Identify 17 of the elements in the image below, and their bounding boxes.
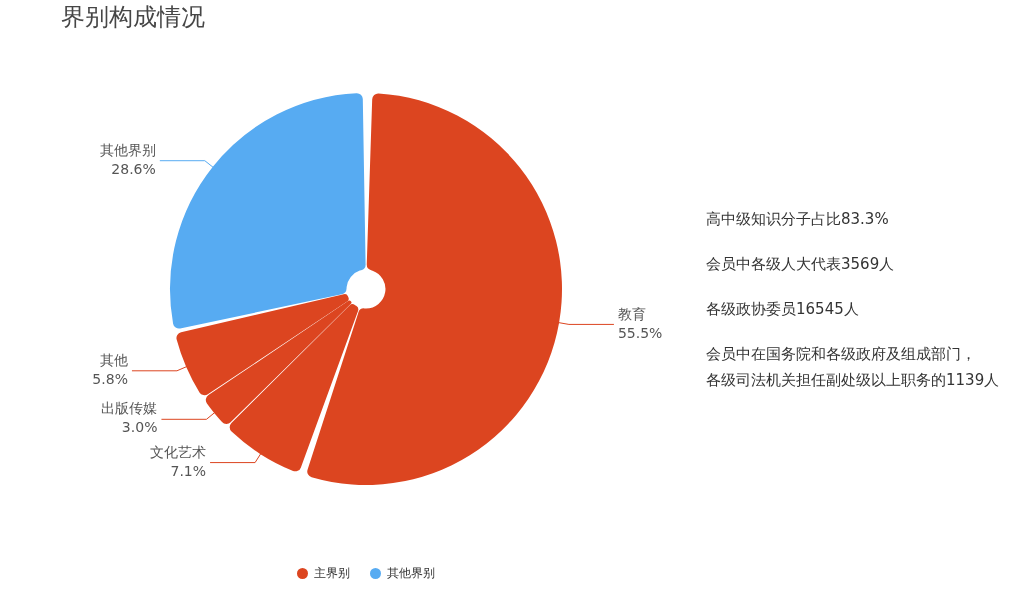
- slice-label: 文化艺术: [150, 443, 207, 460]
- data-label: 5.8%: [92, 370, 128, 387]
- text: 各级政协委员16545人: [706, 299, 860, 320]
- text: 主界别: [314, 565, 350, 582]
- chart-title: 界别构成情况: [61, 2, 205, 33]
- data-label: 55.5%: [617, 324, 663, 341]
- data-label: 28.6%: [111, 160, 156, 177]
- slice-label: 出版传媒: [101, 400, 158, 417]
- text: 其他界别: [387, 565, 435, 582]
- text: 会员中在国务院和各级政府及组成部门，各级司法机关担任副处级以上职务的1139人: [706, 344, 1001, 391]
- data-label: 3.0%: [121, 419, 158, 436]
- slice-label: 其他界别: [99, 141, 156, 158]
- slice-label: 教育: [617, 305, 646, 322]
- text: 高中级知识分子占比83.3%: [706, 209, 890, 230]
- text: 会员中各级人大代表3569人: [706, 254, 896, 275]
- data-label: 7.1%: [170, 462, 207, 479]
- slice-label: 其他: [99, 351, 128, 368]
